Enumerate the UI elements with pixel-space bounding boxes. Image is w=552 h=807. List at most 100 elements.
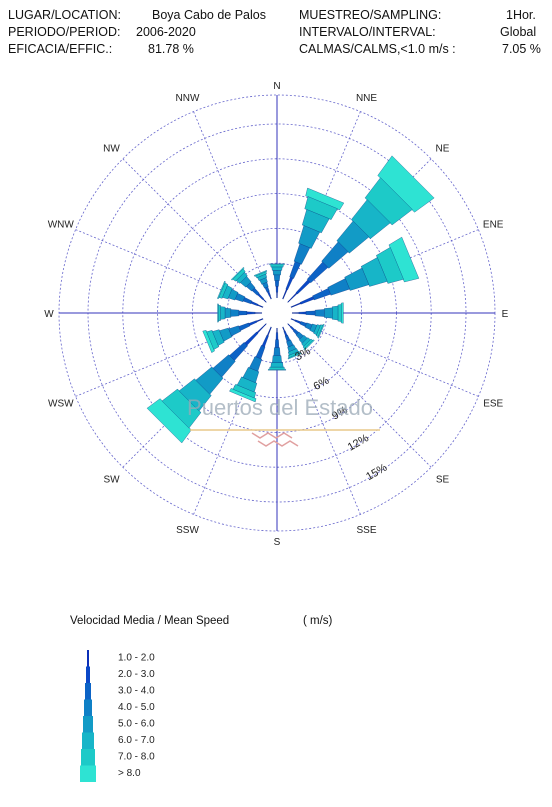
petal-w: [217, 303, 263, 323]
petal-n-bin-7: [270, 264, 284, 268]
legend-bar-6: [82, 732, 94, 749]
direction-label-s: S: [274, 537, 281, 548]
petal-n-bin-6: [271, 266, 283, 271]
petal-n-bin-2: [275, 286, 279, 293]
legend-label-5: 5.0 - 6.0: [118, 719, 155, 730]
petal-nnw-bin-2: [267, 291, 271, 297]
petal-se: [287, 323, 315, 351]
petal-e: [291, 302, 344, 324]
calms-value: 7.05 %: [502, 42, 541, 56]
petal-sw-bin-1: [256, 323, 267, 334]
petal-nne-bin-3: [289, 261, 301, 279]
legend-label-7: 7.0 - 8.0: [118, 752, 155, 763]
petal-e-bin-4: [314, 309, 325, 317]
direction-label-e: E: [502, 309, 509, 320]
petal-s-bin-5: [272, 355, 282, 363]
petal-nne-bin-1: [282, 289, 288, 300]
petal-w-bin-7: [218, 305, 221, 321]
petal-n-bin-1: [276, 292, 278, 299]
interval-label: INTERVALO/INTERVAL:: [299, 25, 436, 39]
petal-n: [269, 263, 285, 299]
petal-nnw-bin-1: [269, 295, 272, 300]
calms-label: CALMAS/CALMS,<1.0 m/s :: [299, 42, 456, 56]
direction-label-sw: SW: [103, 475, 120, 486]
petal-e-bin-6: [332, 305, 339, 321]
petal-e-bin-7: [337, 304, 342, 322]
petal-e-bin-5: [324, 307, 333, 319]
legend-label-3: 3.0 - 4.0: [118, 686, 155, 697]
calm-center: [262, 298, 292, 328]
petal-s-bin-7: [269, 366, 285, 370]
direction-labels-group: N NNE NE ENE E ESE SE SSE S SSW SW WSW W WNW NW NNW: [44, 81, 508, 548]
petal-wnw-bin-3: [242, 297, 253, 304]
location-value: Boya Cabo de Palos: [152, 8, 266, 22]
petal-sse-bin-2: [283, 330, 288, 336]
petal-ne-bin-3: [306, 261, 329, 284]
legend-label-1: 1.0 - 2.0: [118, 653, 155, 664]
petal-sse-bin-1: [282, 326, 286, 332]
direction-label-ne: NE: [436, 144, 450, 155]
period-label: PERIODO/PERIOD:: [8, 25, 121, 39]
legend-bar-3: [85, 683, 91, 700]
direction-label-wsw: WSW: [48, 399, 74, 410]
petal-w-bin-3: [238, 310, 248, 316]
direction-label-ese: ESE: [483, 399, 503, 410]
petal-n-bin-3: [275, 280, 279, 287]
petal-nw-bin-1: [262, 298, 267, 303]
petal-w-bin-2: [246, 311, 256, 315]
petal-sse: [282, 326, 302, 360]
sampling-label: MUESTREO/SAMPLING:: [299, 8, 442, 22]
direction-label-nw: NW: [103, 144, 120, 155]
petal-nw: [230, 266, 267, 303]
petal-wnw: [217, 280, 264, 308]
direction-label-n: N: [273, 81, 280, 92]
petal-ene-bin-1: [290, 302, 301, 308]
efficiency-value: 81.78 %: [148, 42, 194, 56]
petal-s-bin-1: [276, 327, 278, 333]
petal-e-bin-1: [291, 312, 300, 314]
petal-ne: [287, 155, 435, 303]
petal-nne: [282, 187, 345, 300]
interval-value: Global: [500, 25, 537, 39]
location-label: LUGAR/LOCATION:: [8, 8, 121, 22]
direction-label-sse: SSE: [356, 525, 376, 536]
petal-s-bin-3: [274, 339, 280, 348]
direction-label-w: W: [44, 309, 54, 320]
petal-ene-bin-2: [299, 296, 315, 305]
direction-label-ene: ENE: [483, 220, 504, 231]
legend-bars-group: [80, 650, 96, 782]
watermark-logo-icon: [251, 432, 299, 447]
petal-nnw: [253, 270, 272, 300]
petal-nw-bin-2: [257, 293, 264, 300]
petal-wnw-bin-1: [257, 304, 264, 308]
petal-s-bin-2: [275, 332, 279, 340]
petal-wsw-bin-2: [248, 320, 258, 326]
legend-bar-1: [87, 650, 89, 667]
ring-label-1: 3%: [293, 345, 313, 363]
petal-ese-bin-2: [294, 319, 302, 324]
petal-wsw-bin-3: [238, 322, 251, 331]
petal-w-bin-5: [224, 307, 232, 319]
petal-nne-bin-4: [293, 243, 311, 265]
petal-sw-bin-2: [244, 331, 259, 346]
petal-s-bin-6: [270, 362, 284, 368]
petal-n-bin-4: [273, 274, 281, 281]
petal-sw: [146, 323, 267, 444]
watermark-text: Puertos del Estado: [187, 395, 373, 420]
petal-ne-bin-1: [287, 292, 298, 303]
legend-bar-2: [86, 666, 90, 683]
period-value: 2006-2020: [136, 25, 196, 39]
petal-w-bin-6: [220, 306, 226, 320]
direction-label-wnw: WNW: [48, 220, 75, 231]
petal-ssw-bin-3: [255, 345, 266, 360]
petal-ene: [290, 236, 420, 308]
petal-e-bin-3: [305, 310, 316, 316]
direction-label-ssw: SSW: [176, 525, 199, 536]
petal-wnw-bin-2: [250, 301, 259, 306]
petal-ese: [290, 318, 325, 339]
petal-ssw-bin-1: [267, 326, 272, 336]
efficiency-label: EFICACIA/EFFIC.:: [8, 42, 113, 56]
petals-group: [146, 155, 435, 444]
ring-label-5: 15%: [364, 462, 389, 484]
